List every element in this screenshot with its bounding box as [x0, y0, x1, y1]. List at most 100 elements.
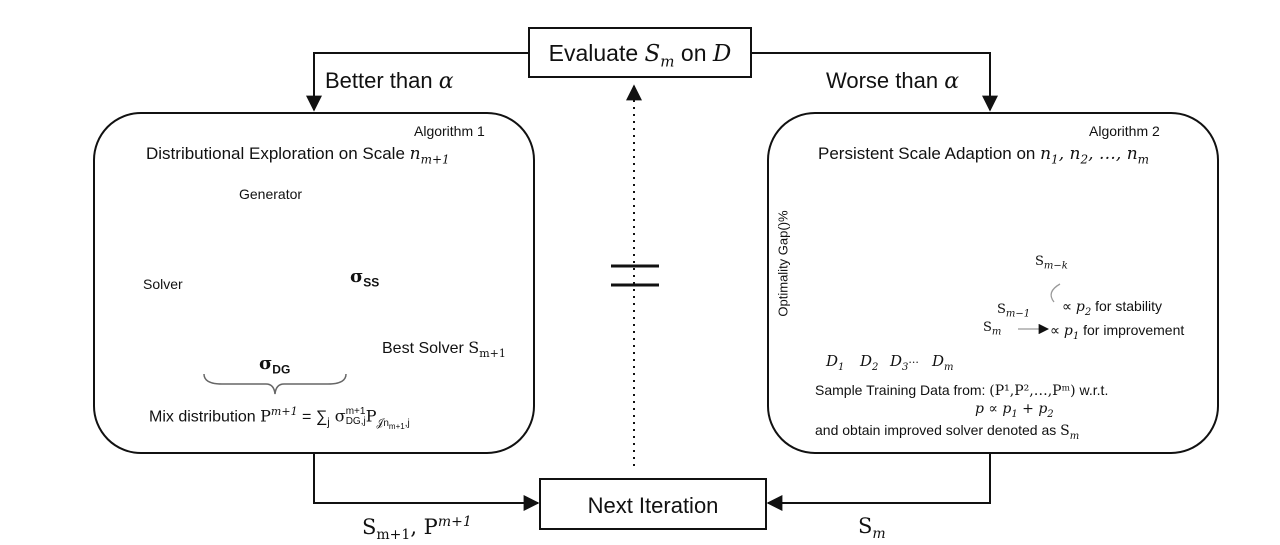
- mix-sigma: σ: [329, 406, 346, 426]
- arrow-to-algo1: [306, 52, 528, 112]
- best-solver-sub: m+1: [479, 347, 506, 361]
- algo1-title-var: n: [409, 144, 421, 164]
- sigma-ss-label: σSS: [350, 266, 379, 290]
- best-solver-var: S: [468, 338, 480, 357]
- arrow-to-algo2: [752, 52, 998, 112]
- mix-j: j: [327, 416, 330, 429]
- x-tick-d3: D3···: [890, 352, 919, 373]
- bl-s: S: [362, 515, 377, 539]
- sample-text: Sample Training Data from:: [815, 382, 990, 398]
- improve-var: p: [1063, 323, 1073, 339]
- evaluate-text: Evaluate: [548, 40, 639, 66]
- mix-eq: = ∑: [297, 408, 328, 426]
- series-sm-var: S: [983, 320, 992, 335]
- series-smk-var: S: [1035, 254, 1044, 269]
- next-iteration-label: Next Iteration: [587, 493, 719, 518]
- x-tick-d1-sub: 1: [838, 362, 845, 373]
- x-tick-dm-letter: D: [932, 352, 945, 370]
- mix-distribution-label: Mix distribution Pm+1 = ∑j σ m+1 DG,j P𝒥nm+…: [149, 405, 410, 431]
- algo2-seq-var: n: [1126, 144, 1138, 164]
- sigma-dg-sub: DG: [272, 362, 291, 377]
- y-axis-label: Optimality Gap()%: [775, 210, 791, 317]
- series-label-sm: Sm: [983, 320, 1001, 338]
- p-formula-plus: + p: [1017, 401, 1048, 417]
- stability-prop: ∝: [1062, 298, 1076, 314]
- algo1-title-text: Distributional Exploration on Scale: [146, 144, 410, 163]
- improvement-note: ∝ p1 for improvement: [1050, 322, 1184, 342]
- evaluate-label: Evaluate Sm on D: [530, 40, 750, 71]
- algo2-seq-var: n: [1069, 144, 1081, 164]
- x-tick-d2: D2: [860, 352, 878, 373]
- arrow-algo1-to-next: [313, 452, 540, 511]
- x-tick-dots: ···: [908, 356, 919, 369]
- algo2-title-seq: n1, n2, …, nm: [1040, 144, 1150, 167]
- brace: [203, 373, 347, 395]
- series-label-smk: Sm−k: [1035, 254, 1068, 272]
- generator-label: Generator: [239, 186, 303, 202]
- sigma-ss-symbol: σ: [350, 266, 364, 287]
- mix-p: P: [260, 406, 271, 426]
- improve-prop: ∝: [1050, 322, 1064, 338]
- better-alpha: α: [438, 69, 454, 94]
- bottom-right-label: Sm: [858, 514, 886, 542]
- br-s-sub: m: [872, 526, 886, 543]
- p-formula-text: p ∝ p: [975, 401, 1012, 417]
- stability-text: for stability: [1091, 298, 1163, 314]
- sigma-dg-label: σDG: [259, 353, 290, 377]
- better-text: Better than: [325, 68, 439, 93]
- algo2-tag: Algorithm 2: [1089, 123, 1160, 139]
- sample-set: (P¹,P²,…,Pᵐ): [989, 383, 1076, 399]
- stability-sub: 2: [1084, 306, 1092, 318]
- obtain-sub: m: [1069, 430, 1080, 442]
- algo2-seq-sub: 1: [1051, 152, 1059, 167]
- worse-than-label: Worse than α: [826, 68, 959, 94]
- evaluate-var: S: [644, 41, 661, 67]
- sigma-dg-symbol: σ: [259, 353, 273, 374]
- series-sm1-sub: m−1: [1005, 308, 1031, 320]
- algo1-title-sub: m+1: [420, 152, 450, 167]
- mix-p2: P: [365, 406, 377, 426]
- note-connectors: [1018, 283, 1061, 335]
- sample-wrt: w.r.t.: [1075, 382, 1109, 398]
- improve-text: for improvement: [1079, 322, 1185, 338]
- x-tick-d1: D1: [826, 352, 844, 373]
- algorithm2-box: [767, 112, 1219, 454]
- best-solver-label: Best Solver Sm+1: [382, 338, 506, 360]
- series-label-sm1: Sm−1: [997, 302, 1030, 320]
- x-tick-d3-letter: D: [890, 352, 903, 370]
- algo2-title: Persistent Scale Adaption on n1, n2, …, …: [818, 144, 1149, 166]
- next-iteration-box: Next Iteration: [539, 478, 767, 530]
- algo2-title-text: Persistent Scale Adaption on: [818, 144, 1041, 163]
- mix-text: Mix distribution: [149, 408, 261, 426]
- x-tick-dm: Dm: [932, 352, 954, 373]
- algo1-tag: Algorithm 1: [414, 123, 485, 139]
- mix-p2-subj: ,j: [404, 417, 410, 429]
- x-tick-d1-letter: D: [826, 352, 839, 370]
- algorithm1-box: [93, 112, 535, 454]
- bottom-left-label: Sm+1, Pm+1: [362, 514, 472, 543]
- x-tick-d2-letter: D: [860, 352, 873, 370]
- stability-var: p: [1075, 299, 1085, 315]
- mix-sigma-sup: m+1: [345, 406, 366, 418]
- obtain-line: and obtain improved solver denoted as Sm: [815, 422, 1079, 442]
- sigma-ss-sub: SS: [363, 275, 380, 290]
- evaluate-box: Evaluate Sm on D: [528, 27, 752, 78]
- obtain-var: S: [1060, 423, 1070, 439]
- connectors: [306, 52, 998, 511]
- series-sm-sub: m: [991, 326, 1002, 338]
- stability-note: ∝ p2 for stability: [1062, 298, 1162, 318]
- algo2-seq-sub: m: [1137, 152, 1150, 167]
- p-formula-sub1: 1: [1011, 408, 1018, 420]
- x-tick-d3-sub: 3: [902, 362, 909, 373]
- p-formula: p ∝ p1 + p2: [975, 401, 1054, 420]
- worse-alpha: α: [944, 69, 960, 94]
- series-smk-sub: m−k: [1043, 260, 1068, 272]
- bl-p: P: [423, 515, 438, 539]
- better-than-label: Better than α: [325, 68, 454, 94]
- x-tick-d2-sub: 2: [872, 362, 879, 373]
- sample-training-line: Sample Training Data from: (P¹,P²,…,Pᵐ) …: [815, 382, 1108, 399]
- x-tick-dm-sub: m: [944, 362, 954, 373]
- series-sm1-var: S: [997, 302, 1006, 317]
- br-s: S: [858, 514, 873, 538]
- solver-label: Solver: [143, 276, 183, 292]
